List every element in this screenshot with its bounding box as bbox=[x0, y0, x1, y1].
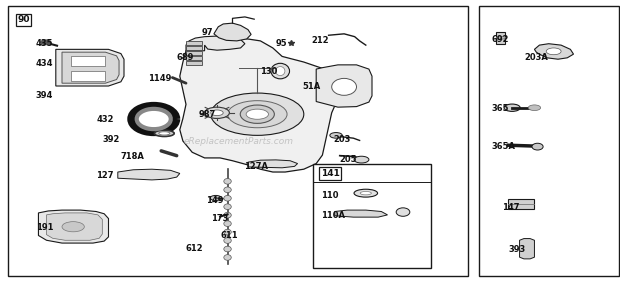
Polygon shape bbox=[38, 210, 108, 243]
Text: 97: 97 bbox=[202, 28, 213, 37]
Circle shape bbox=[504, 104, 520, 111]
Text: 205: 205 bbox=[340, 155, 357, 164]
Text: 987: 987 bbox=[198, 110, 216, 119]
Circle shape bbox=[210, 195, 221, 201]
Bar bbox=[71, 56, 105, 66]
Polygon shape bbox=[534, 44, 574, 59]
Text: 51A: 51A bbox=[303, 81, 321, 91]
Text: 141: 141 bbox=[321, 169, 339, 178]
Text: 365: 365 bbox=[491, 104, 508, 113]
Text: eReplacementParts.com: eReplacementParts.com bbox=[184, 136, 294, 146]
Ellipse shape bbox=[224, 195, 231, 201]
Text: 203A: 203A bbox=[524, 53, 548, 62]
Ellipse shape bbox=[532, 143, 543, 150]
Ellipse shape bbox=[224, 229, 231, 235]
Ellipse shape bbox=[332, 78, 356, 95]
Circle shape bbox=[62, 222, 84, 232]
Text: 718A: 718A bbox=[121, 152, 145, 161]
Text: 393: 393 bbox=[508, 245, 526, 254]
Bar bbox=[8, 6, 468, 276]
Ellipse shape bbox=[159, 132, 170, 135]
Polygon shape bbox=[214, 23, 251, 41]
Polygon shape bbox=[186, 36, 245, 51]
Text: 173: 173 bbox=[211, 214, 228, 223]
Bar bbox=[186, 41, 202, 45]
Bar bbox=[71, 71, 105, 81]
Bar bbox=[508, 199, 534, 209]
Bar bbox=[496, 32, 505, 44]
Polygon shape bbox=[335, 210, 388, 217]
Ellipse shape bbox=[224, 179, 231, 184]
Ellipse shape bbox=[497, 36, 506, 39]
Polygon shape bbox=[62, 52, 119, 83]
Text: 130: 130 bbox=[260, 67, 278, 76]
Text: 689: 689 bbox=[177, 53, 194, 62]
Ellipse shape bbox=[224, 221, 231, 226]
Polygon shape bbox=[248, 160, 298, 168]
Ellipse shape bbox=[224, 187, 231, 193]
Bar bbox=[186, 61, 202, 65]
Text: 90: 90 bbox=[17, 15, 30, 24]
Ellipse shape bbox=[224, 212, 231, 218]
Circle shape bbox=[354, 156, 369, 163]
Text: 432: 432 bbox=[96, 115, 113, 124]
Text: 392: 392 bbox=[102, 135, 120, 144]
Text: 191: 191 bbox=[36, 222, 53, 232]
Text: 692: 692 bbox=[491, 35, 508, 44]
Text: 95: 95 bbox=[275, 39, 287, 48]
Ellipse shape bbox=[354, 189, 378, 197]
Circle shape bbox=[228, 101, 287, 128]
Polygon shape bbox=[180, 38, 338, 172]
Text: 1149: 1149 bbox=[148, 74, 171, 83]
Circle shape bbox=[205, 107, 229, 118]
Circle shape bbox=[546, 48, 561, 55]
Circle shape bbox=[41, 40, 51, 45]
Text: 203: 203 bbox=[334, 135, 351, 144]
Text: 149: 149 bbox=[206, 196, 223, 205]
Ellipse shape bbox=[224, 238, 231, 243]
Text: 127A: 127A bbox=[244, 162, 268, 171]
Ellipse shape bbox=[154, 130, 174, 136]
Polygon shape bbox=[520, 239, 534, 259]
Ellipse shape bbox=[276, 67, 285, 76]
Text: 147: 147 bbox=[502, 203, 520, 212]
Bar bbox=[479, 6, 619, 276]
Text: 394: 394 bbox=[36, 91, 53, 100]
Circle shape bbox=[330, 133, 342, 138]
Text: 110: 110 bbox=[321, 191, 339, 201]
Circle shape bbox=[211, 110, 223, 116]
Ellipse shape bbox=[360, 191, 371, 195]
Text: 434: 434 bbox=[36, 59, 53, 68]
Bar bbox=[186, 46, 202, 50]
Text: 435: 435 bbox=[36, 39, 53, 48]
Circle shape bbox=[211, 93, 304, 135]
Ellipse shape bbox=[271, 63, 290, 79]
Polygon shape bbox=[316, 65, 372, 107]
Bar bbox=[186, 56, 202, 60]
Bar bbox=[313, 164, 431, 268]
Ellipse shape bbox=[224, 246, 231, 252]
Polygon shape bbox=[56, 49, 124, 86]
Text: 127: 127 bbox=[96, 171, 113, 180]
Text: 612: 612 bbox=[186, 244, 203, 253]
Text: 611: 611 bbox=[221, 231, 238, 240]
Text: 110A: 110A bbox=[321, 211, 345, 220]
Circle shape bbox=[246, 109, 268, 119]
Ellipse shape bbox=[224, 255, 231, 260]
Ellipse shape bbox=[241, 105, 275, 124]
Circle shape bbox=[528, 105, 541, 111]
Bar bbox=[186, 51, 202, 55]
Text: 365A: 365A bbox=[491, 142, 515, 151]
Ellipse shape bbox=[224, 204, 231, 210]
Polygon shape bbox=[46, 213, 102, 240]
Text: 212: 212 bbox=[311, 36, 329, 45]
Polygon shape bbox=[118, 169, 180, 180]
Ellipse shape bbox=[396, 208, 410, 216]
